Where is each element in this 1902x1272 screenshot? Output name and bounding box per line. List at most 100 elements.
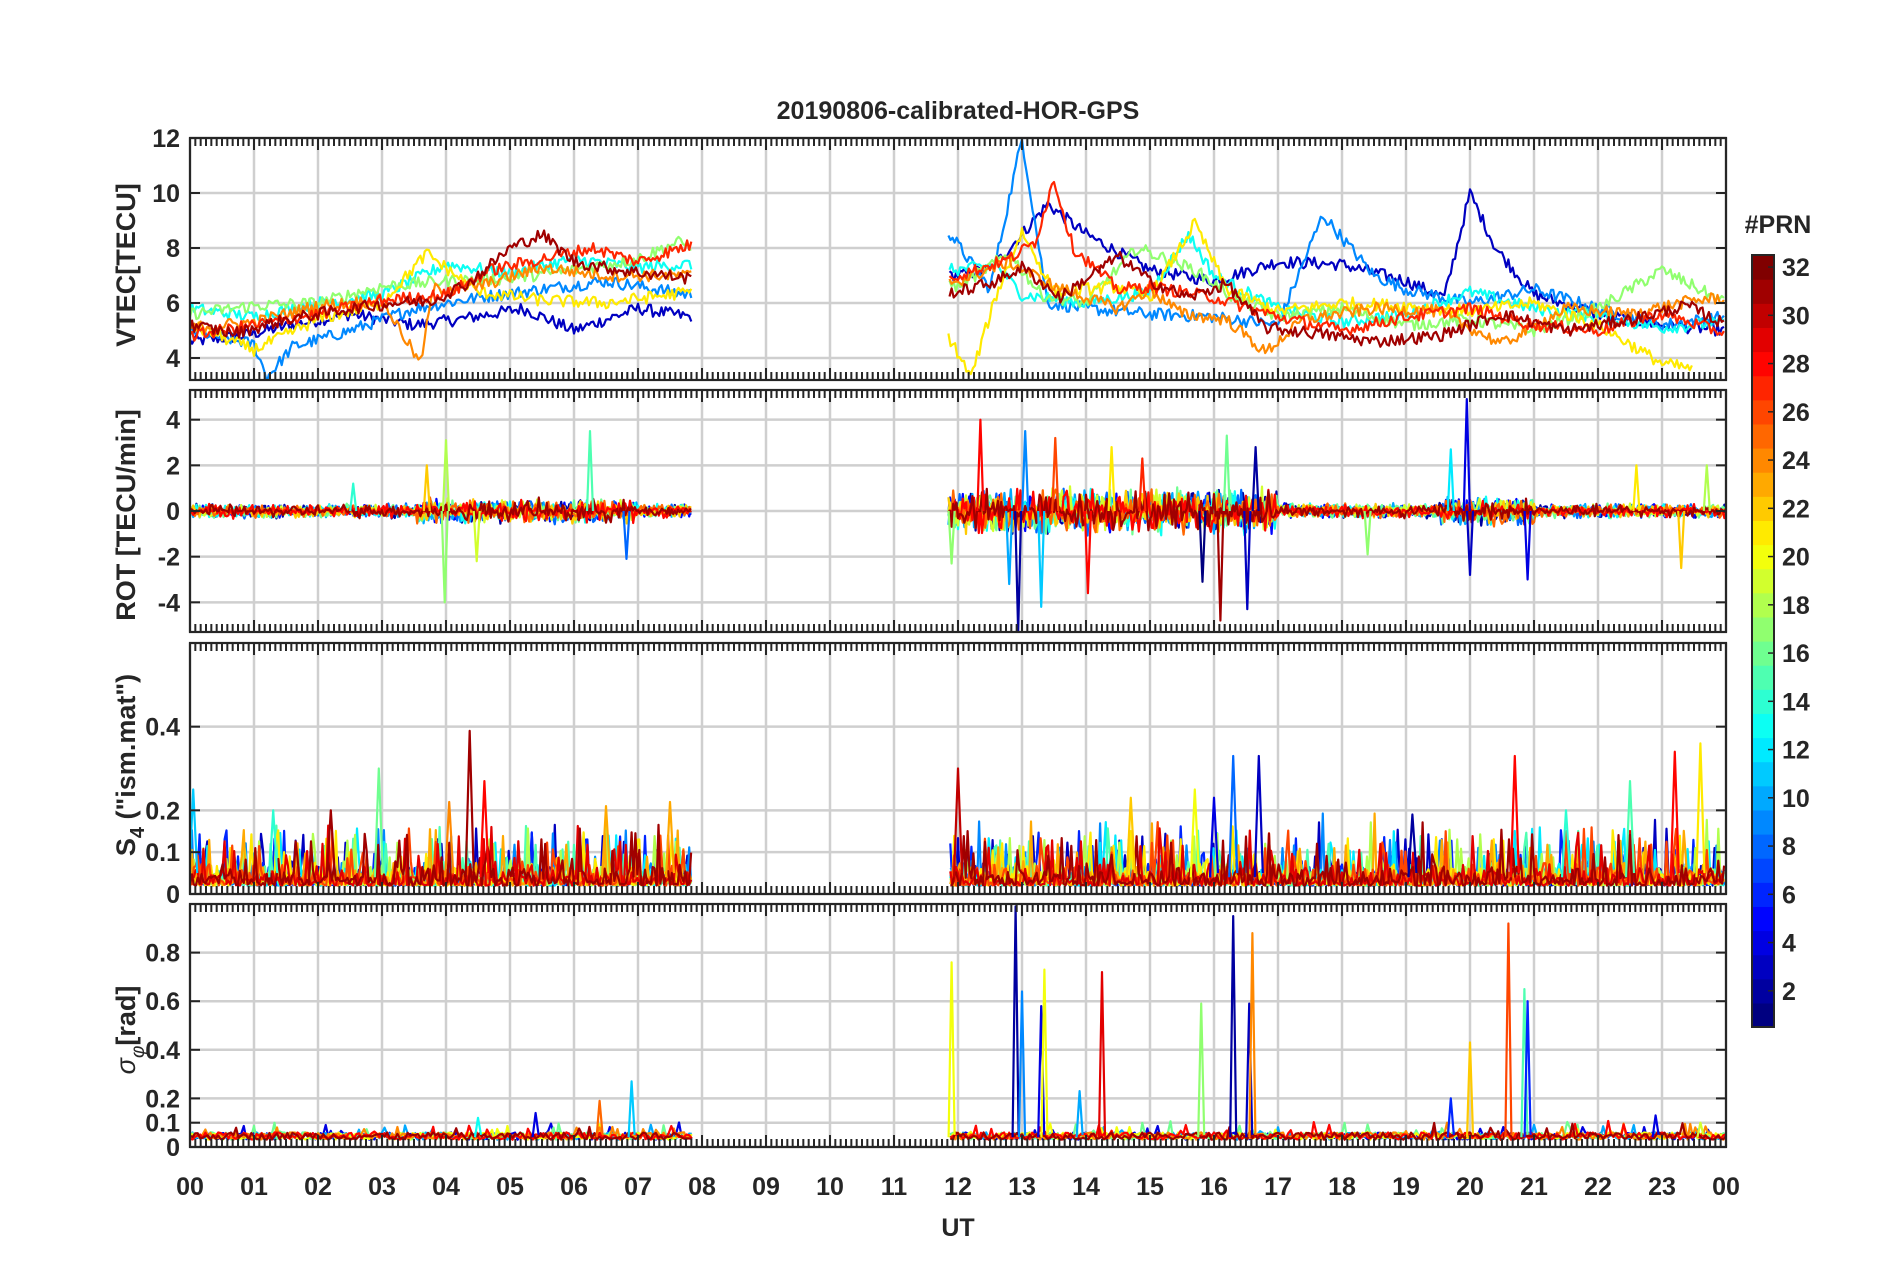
- s4-ylabel-text: S4 ("ism.mat"): [111, 674, 149, 856]
- x-tick-label: 21: [1520, 1173, 1548, 1201]
- rot-spike: [1216, 510, 1225, 622]
- x-tick-label: 00: [1712, 1173, 1740, 1201]
- rot-spike: [441, 439, 451, 512]
- rot-spike: [1465, 510, 1475, 577]
- colorbar-swatch-prn-13: [1752, 713, 1774, 739]
- rot-spike: [1632, 464, 1641, 512]
- x-tick-label: 08: [688, 1173, 716, 1201]
- sigma-spike: [531, 1111, 540, 1138]
- colorbar-tick-label: 20: [1782, 544, 1810, 572]
- colorbar-tick-label: 6: [1782, 881, 1796, 909]
- s4-spike: [1189, 788, 1200, 878]
- sigma-spike: [1075, 1090, 1084, 1138]
- colorbar-swatch-prn-23: [1752, 472, 1774, 497]
- vtec-trace-prn-31: [190, 229, 1725, 348]
- x-tick-label: 03: [368, 1173, 396, 1201]
- plot-area: [190, 729, 1726, 887]
- colorbar-swatch-prn-2: [1752, 978, 1774, 1004]
- rot-spike: [585, 429, 595, 512]
- rot-spike: [440, 510, 449, 604]
- sigma-spike: [1040, 968, 1049, 1138]
- sigma-spike: [1696, 1121, 1705, 1138]
- x-tick-label: 13: [1008, 1173, 1036, 1201]
- x-tick-label: 15: [1136, 1173, 1164, 1201]
- y-tick-label: 0: [166, 1134, 180, 1162]
- colorbar-tick-label: 12: [1782, 737, 1810, 765]
- s4-spike: [1669, 750, 1680, 878]
- x-tick-label: 19: [1392, 1173, 1420, 1201]
- sigma-spike: [1248, 932, 1257, 1138]
- s4-spike: [444, 800, 455, 878]
- x-tick-label: 23: [1648, 1173, 1676, 1201]
- vtec-trace-prn-27: [190, 180, 1725, 342]
- rot-spike: [1677, 510, 1686, 570]
- x-tick-label: 06: [560, 1173, 588, 1201]
- s4-spike: [268, 809, 279, 878]
- y-tick-label: 2: [166, 452, 180, 480]
- rot-spike: [1446, 448, 1455, 512]
- x-tick-label: 18: [1328, 1173, 1356, 1201]
- colorbar-swatch-prn-24: [1752, 448, 1774, 473]
- vtec-ylabel: VTEC[TECU]: [111, 183, 141, 347]
- sigma-phi-ylabel-text: σφ[rad]: [111, 986, 149, 1075]
- vtec-panel: 4 6 8 10 12: [152, 125, 1728, 382]
- rot-panel: -4 -2 0 2 4: [158, 388, 1728, 634]
- y-tick-label: 0.6: [145, 988, 180, 1016]
- vtec-trace-prn-24: [190, 254, 1725, 361]
- s4-spike: [1228, 754, 1239, 878]
- x-tick-label: 07: [624, 1173, 652, 1201]
- colorbar-swatch-prn-31: [1752, 279, 1774, 304]
- s4-spike: [952, 767, 964, 878]
- axes-frame: [188, 388, 1728, 634]
- s4-spike: [1695, 742, 1706, 878]
- x-tick-label: 20: [1456, 1173, 1484, 1201]
- colorbar-tick-label: 8: [1782, 833, 1796, 861]
- colorbar-swatch-prn-25: [1752, 423, 1774, 449]
- y-tick-label: -2: [158, 544, 180, 572]
- y-tick-label: 0.2: [145, 797, 180, 825]
- colorbar-swatch-prn-17: [1752, 616, 1774, 642]
- colorbar-swatch-prn-19: [1752, 568, 1774, 594]
- colorbar-swatch-prn-18: [1752, 592, 1774, 618]
- sigma-spike: [1465, 1041, 1475, 1138]
- y-tick-label: 8: [166, 235, 180, 263]
- rot-spike: [422, 464, 431, 512]
- colorbar-swatch-prn-32: [1752, 255, 1774, 280]
- plot-area: [190, 138, 1725, 380]
- x-axis-label: UT: [941, 1214, 974, 1242]
- colorbar-swatch-prn-20: [1752, 544, 1774, 570]
- rot-spike: [1037, 510, 1046, 608]
- sigma-trace-prn-31: [190, 1121, 1726, 1141]
- rot-spike: [1021, 429, 1030, 512]
- x-tick-label: 01: [240, 1173, 268, 1201]
- sigma-spike: [1197, 1002, 1206, 1138]
- sigma-phi-panel: 00.10.2 0.4 0.6 0.8: [145, 902, 1728, 1162]
- colorbar-swatch-prn-11: [1752, 761, 1774, 787]
- sigma-spike: [1446, 1097, 1455, 1138]
- y-tick-label: 4: [166, 345, 180, 373]
- rot-spike: [1083, 510, 1093, 595]
- rot-spike: [1005, 510, 1014, 586]
- s4-spike: [1560, 809, 1572, 878]
- colorbar-swatch-prn-12: [1752, 737, 1774, 763]
- y-tick-label: 0.8: [145, 940, 180, 968]
- y-tick-label: 0.2: [145, 1085, 180, 1113]
- colorbar-swatch-prn-5: [1752, 906, 1774, 932]
- axes-frame: [188, 902, 1728, 1149]
- rot-spike: [976, 418, 985, 512]
- plot-area: [190, 905, 1726, 1141]
- colorbar-swatch-prn-30: [1752, 303, 1774, 328]
- s4-spike: [325, 809, 336, 878]
- x-tick-label: 02: [304, 1173, 332, 1201]
- s4-spike: [1125, 796, 1136, 878]
- s4-spike: [1509, 754, 1520, 878]
- rot-spike: [1222, 434, 1231, 512]
- colorbar-swatch-prn-8: [1752, 834, 1774, 859]
- rot-trace-prn-31: [190, 487, 1726, 532]
- rot-spike: [1363, 510, 1372, 556]
- s4-spike: [464, 729, 475, 878]
- vtec-trace-prn-21: [190, 217, 1693, 376]
- s4-panel: 0 0.1 0.2 0.4: [145, 641, 1728, 909]
- colorbar-swatch-prn-26: [1752, 399, 1774, 425]
